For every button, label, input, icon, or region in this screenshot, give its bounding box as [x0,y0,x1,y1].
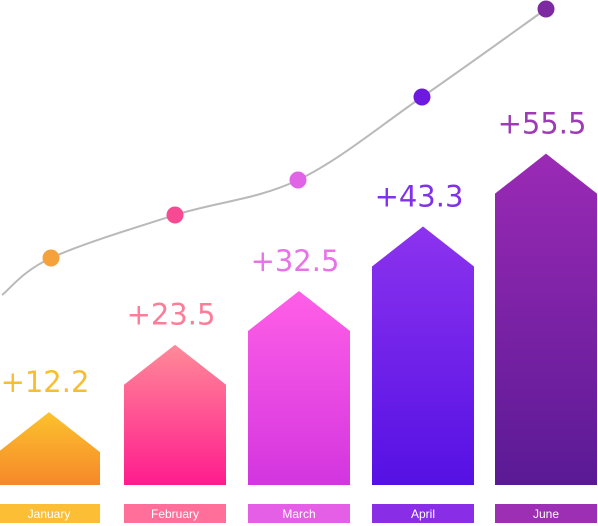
trend-dots [42,0,555,267]
category-band-april [372,504,474,523]
trend-dot-march [289,171,307,189]
trend-dot-february [166,206,184,224]
value-labels: +12.2 +23.5 +32.5 +43.3 +55.5 [1,107,587,400]
value-label-april: +43.3 [375,179,464,213]
category-labels: January February March April June [0,504,597,523]
value-label-march: +32.5 [251,244,340,278]
category-band-march [248,504,350,523]
category-band-june [495,504,597,523]
category-label-february: February [151,507,199,521]
trend-dot-june [537,0,555,18]
category-band-february [124,504,226,523]
bar-january [0,412,100,485]
category-label-january: January [28,507,71,521]
category-label-march: March [282,507,315,521]
trend-dot-april [413,88,431,106]
category-band-january [0,504,100,523]
bar-march [248,290,350,485]
value-label-january: +12.2 [1,365,90,399]
bar-april [372,226,474,485]
bars [0,153,597,486]
bar-june [495,153,597,486]
bar-february [124,344,226,485]
value-label-february: +23.5 [127,298,216,332]
category-label-april: April [411,507,435,521]
value-label-june: +55.5 [498,107,587,141]
trend-dot-january [42,249,60,267]
category-label-june: June [533,507,559,521]
